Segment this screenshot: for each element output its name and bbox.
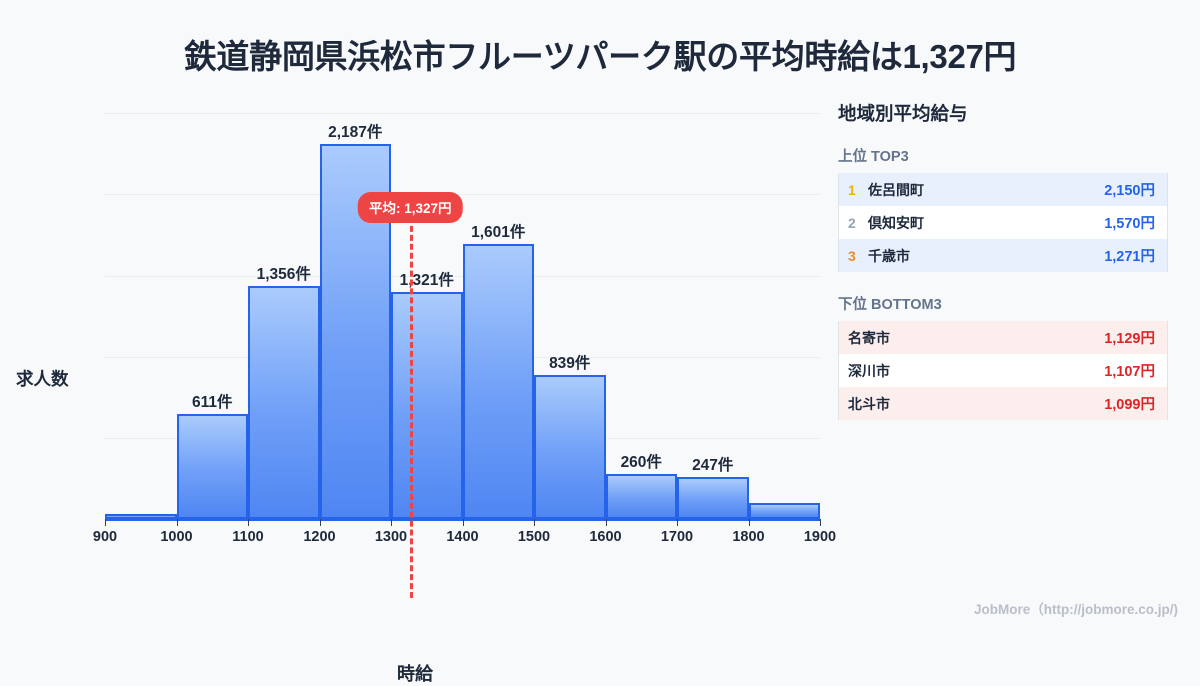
x-axis-tick [319,519,321,526]
bar-series: 611件 1,356件 2,187件 1,321件 1,601件 839件 260件 247件 [105,97,820,519]
histogram-bar [105,514,177,519]
average-badge: 平均: 1,327円 [358,192,463,223]
bar-value-label: 1,601件 [471,224,526,242]
rank-number: 2 [848,214,856,231]
x-axis-tick-label: 1800 [732,529,765,545]
rank-row[interactable]: 2 倶知安町 1,570円 [839,206,1167,239]
histogram-bar [391,292,463,519]
histogram-bar [176,414,248,519]
histogram-bar [748,503,820,519]
x-axis-tick-label: 1200 [303,529,336,545]
bottom3-heading: 下位 BOTTOM3 [838,297,942,313]
histogram-chart: 611件 1,356件 2,187件 1,321件 1,601件 839件 260件 247件… [0,88,836,684]
x-axis-tick [677,519,678,526]
x-axis-tick [105,519,106,526]
x-axis-tick-label: 1100 [232,529,264,545]
infographic-page: 鉄道静岡県浜松市フルーツパーク駅の平均時給は1,327円 611件 1,356件 2… [0,38,1178,684]
bar-value-label: 611件 [191,394,233,412]
bar-value-label: 247件 [692,456,734,474]
region-name: 倶知安町 [868,214,924,231]
region-name: 佐呂間町 [868,181,924,198]
histogram-bar [605,474,677,519]
x-axis-tick-label: 1300 [374,529,408,545]
region-salary-value: 1,099円 [1104,397,1155,413]
bar-value-label: 839件 [549,355,591,373]
x-axis-tick-label: 1900 [803,529,837,545]
sidebar-title: 地域別平均給与 [838,103,968,124]
page-title: 鉄道静岡県浜松市フルーツパーク駅の平均時給は1,327円 [183,38,1017,75]
bar-value-label: 2,187件 [328,123,383,141]
x-axis-tick [748,519,750,526]
regional-salary-panel: 地域別平均給与 上位 TOP3 1 佐呂間町 2,150円 2 倶知安町 1,570円 3 千… [838,100,1168,441]
region-name: 北斗市 [848,395,890,412]
histogram-bar [677,476,749,519]
x-axis-tick [462,519,464,526]
gridline [105,194,820,196]
plot-area: 611件 1,356件 2,187件 1,321件 1,601件 839件 260件 247件 [105,97,820,519]
x-axis-tick [248,519,249,526]
region-name: 名寄市 [848,329,890,346]
x-axis-tick [605,519,607,526]
bar-value-label: 1,321件 [399,272,454,290]
region-salary-value: 1,129円 [1104,331,1155,347]
rank-row[interactable]: 深川市 1,107円 [839,354,1167,387]
rank-row[interactable]: 北斗市 1,099円 [839,387,1167,420]
region-name: 深川市 [848,362,890,379]
rank-number: 1 [848,181,856,198]
region-salary-value: 1,570円 [1104,216,1155,232]
x-axis-tick-label: 1700 [660,529,694,545]
histogram-bar [534,375,606,519]
region-name: 千歳市 [868,247,910,264]
region-salary-value: 1,107円 [1104,364,1155,380]
rank-number: 3 [848,247,856,264]
gridline [105,113,820,115]
average-line [410,217,414,598]
region-salary-value: 1,271円 [1104,249,1155,265]
x-axis-tick [176,519,178,526]
bar-value-label: 260件 [620,454,662,472]
x-axis-tick [820,519,821,526]
rank-row[interactable]: 1 佐呂間町 2,150円 [839,173,1167,206]
x-axis-tick-label: 1600 [589,529,622,545]
bar-value-label: 1,356件 [256,266,311,284]
x-axis-tick [391,519,392,526]
rank-row[interactable]: 名寄市 1,129円 [839,321,1167,354]
x-axis-tick [534,519,535,526]
x-axis-tick-label: 1000 [160,529,193,545]
y-axis-title: 求人数 [16,369,69,389]
x-axis-tick-label: 900 [92,529,118,545]
watermark: JobMore（http://jobmore.co.jp/) [974,602,1178,617]
histogram-bar [248,286,320,519]
x-axis-tick-label: 1500 [517,529,551,545]
region-salary-value: 2,150円 [1104,183,1155,199]
x-axis-tick-label: 1400 [446,529,479,545]
bottom3-list: 名寄市 1,129円深川市 1,107円北斗市 1,099円 [838,321,1168,420]
top3-heading: 上位 TOP3 [838,149,909,165]
histogram-bar [462,244,534,519]
top3-list: 1 佐呂間町 2,150円 2 倶知安町 1,570円 3 千歳市 1,271円 [838,173,1168,272]
x-axis-title: 時給 [397,664,433,684]
rank-row[interactable]: 3 千歳市 1,271円 [839,239,1167,272]
